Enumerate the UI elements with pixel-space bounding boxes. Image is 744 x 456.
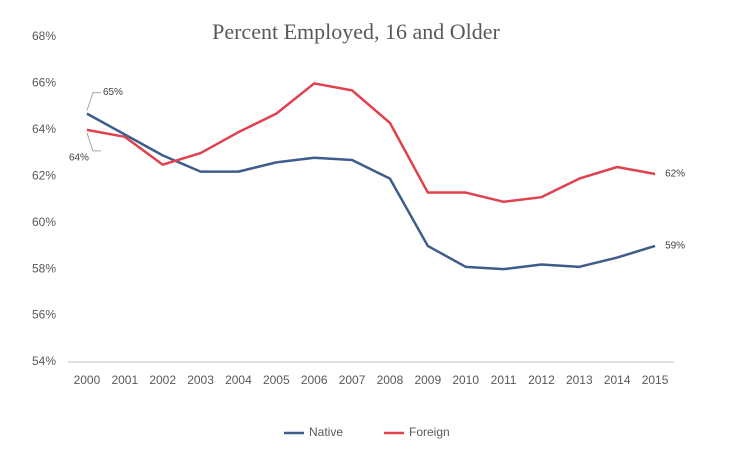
data-label: 65% bbox=[103, 87, 123, 98]
label-leader bbox=[86, 92, 101, 111]
x-tick-label: 2013 bbox=[566, 373, 593, 387]
y-tick-label: 64% bbox=[32, 122, 56, 136]
y-tick-label: 62% bbox=[32, 168, 56, 182]
x-tick-label: 2009 bbox=[414, 373, 441, 387]
x-tick-label: 2007 bbox=[339, 373, 366, 387]
x-tick-label: 2006 bbox=[301, 373, 328, 387]
chart-title: Percent Employed, 16 and Older bbox=[212, 19, 500, 44]
x-tick-label: 2011 bbox=[491, 373, 517, 387]
x-tick-label: 2015 bbox=[642, 373, 669, 387]
x-tick-label: 2014 bbox=[604, 373, 631, 387]
x-tick-label: 2010 bbox=[452, 373, 479, 387]
y-tick-label: 54% bbox=[32, 354, 56, 368]
y-tick-label: 56% bbox=[32, 308, 56, 322]
x-tick-label: 2002 bbox=[149, 373, 176, 387]
series-line bbox=[86, 112, 656, 271]
y-tick-label: 68% bbox=[32, 29, 56, 43]
legend-label: Native bbox=[309, 425, 343, 439]
x-tick-label: 2005 bbox=[263, 373, 290, 387]
x-tick-label: 2003 bbox=[187, 373, 214, 387]
x-tick-label: 2008 bbox=[377, 373, 404, 387]
x-tick-label: 2004 bbox=[225, 373, 252, 387]
series-line bbox=[86, 82, 656, 204]
x-tick-label: 2000 bbox=[74, 373, 101, 387]
data-label: 62% bbox=[665, 169, 685, 180]
legend-label: Foreign bbox=[409, 425, 450, 439]
label-leader bbox=[86, 132, 101, 152]
x-tick-label: 2001 bbox=[111, 373, 138, 387]
y-tick-label: 58% bbox=[32, 261, 56, 275]
x-tick-label: 2012 bbox=[528, 373, 555, 387]
data-label: 59% bbox=[665, 241, 685, 252]
y-tick-label: 60% bbox=[32, 215, 56, 229]
data-label: 64% bbox=[69, 152, 89, 163]
y-tick-label: 66% bbox=[32, 76, 56, 90]
